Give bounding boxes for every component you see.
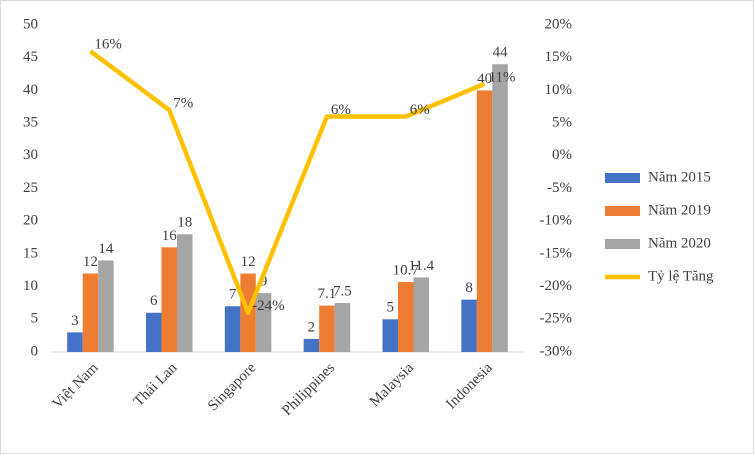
- bar: [492, 64, 508, 353]
- y2-tick-label: -20%: [540, 278, 573, 294]
- legend-label: Năm 2015: [648, 169, 711, 185]
- data-label: 44: [493, 45, 509, 61]
- y-tick-label: 15: [23, 245, 38, 261]
- y2-tick-label: -10%: [540, 213, 573, 229]
- y-tick-label: 10: [23, 278, 38, 294]
- bar: [67, 332, 83, 352]
- y2-tick-label: -5%: [547, 180, 572, 196]
- data-label: 9: [260, 274, 268, 290]
- data-label: 18: [177, 215, 192, 231]
- bar: [398, 282, 414, 352]
- data-label: 8: [465, 280, 473, 296]
- data-label: 7: [229, 287, 237, 303]
- line: [89, 49, 486, 316]
- data-label: 16%: [94, 37, 122, 53]
- bar: [255, 293, 272, 352]
- y2-tick-label: -25%: [540, 311, 573, 327]
- data-label: 5: [387, 300, 395, 316]
- bar: [413, 277, 429, 352]
- bar: [177, 234, 193, 352]
- legend-label: Năm 2019: [648, 202, 711, 218]
- data-label: 3: [71, 313, 79, 329]
- data-label: 12: [83, 254, 98, 270]
- bar: [334, 302, 351, 352]
- y-tick-label: 25: [23, 180, 38, 196]
- data-label: 12: [241, 254, 256, 270]
- y-tick-label: 35: [23, 115, 38, 131]
- data-label: 40: [477, 71, 492, 87]
- bar: [98, 260, 114, 352]
- y-tick-label: 0: [31, 343, 39, 359]
- data-label: 11.4: [408, 258, 434, 274]
- y-tick-label: 30: [23, 147, 38, 163]
- bar: [476, 90, 493, 353]
- y2-tick-label: 0%: [552, 147, 572, 163]
- y2-tick-label: 20%: [545, 16, 573, 32]
- data-label: 7.1: [318, 286, 337, 302]
- data-label: 14: [98, 241, 114, 257]
- legend-swatch: [605, 239, 640, 249]
- data-label: 6%: [410, 102, 430, 118]
- data-label: 7%: [173, 95, 193, 111]
- y2-tick-label: 15%: [545, 49, 573, 65]
- bar: [161, 247, 177, 352]
- legend-label: Năm 2020: [648, 235, 711, 251]
- y-tick-label: 40: [23, 82, 38, 98]
- y2-tick-label: 10%: [545, 82, 573, 98]
- y-tick-label: 45: [23, 49, 38, 65]
- data-label: 11%: [489, 69, 516, 85]
- legend-swatch: [605, 173, 640, 183]
- bar: [319, 305, 335, 352]
- data-label: 6: [150, 293, 158, 309]
- y-tick-label: 20: [23, 213, 38, 229]
- y2-tick-label: 5%: [552, 115, 572, 131]
- bar: [303, 338, 320, 352]
- data-label: 16: [162, 228, 178, 244]
- data-label: 6%: [331, 102, 351, 118]
- legend-swatch: [605, 206, 640, 216]
- y2-tick-label: -30%: [540, 343, 573, 359]
- bar: [461, 299, 477, 352]
- bar: [382, 319, 398, 352]
- data-label: 7.5: [333, 283, 352, 299]
- data-label: 2: [308, 319, 316, 335]
- y2-tick-label: -15%: [540, 245, 573, 261]
- legend-label: Tỷ lệ Tăng: [648, 268, 714, 284]
- bar: [82, 273, 99, 352]
- data-label: 10.7: [393, 262, 420, 278]
- y-tick-label: 50: [23, 16, 38, 32]
- bar: [224, 306, 241, 352]
- y-tick-label: 5: [31, 311, 39, 327]
- bar: [146, 312, 162, 352]
- data-label: -24%: [252, 298, 284, 314]
